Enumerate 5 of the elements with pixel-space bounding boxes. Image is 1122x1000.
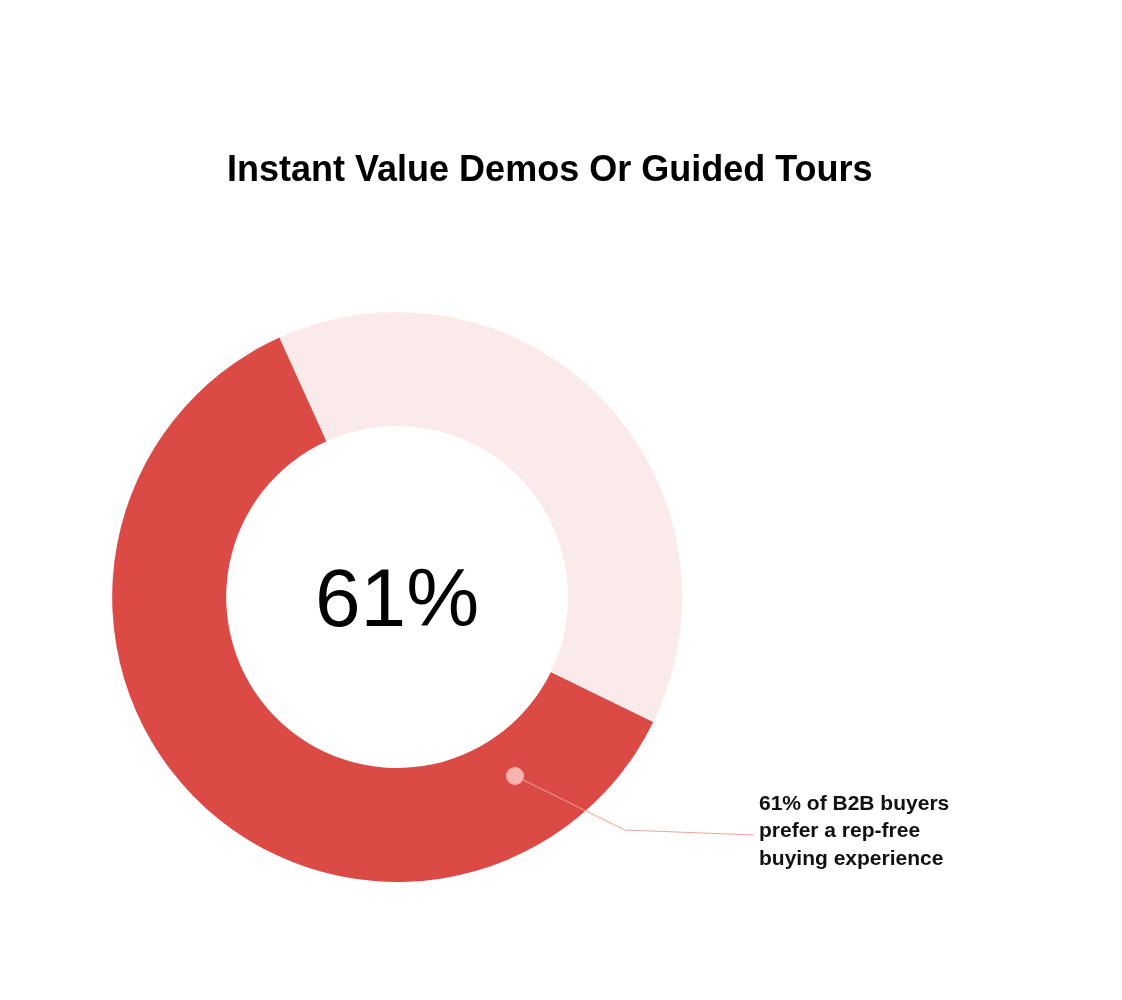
- chart-title: Instant Value Demos Or Guided Tours: [227, 147, 873, 189]
- donut-slice: [279, 312, 682, 722]
- text: 61%: [315, 552, 480, 643]
- text: 61% of B2B buyers prefer a rep-free buying experience: [759, 791, 950, 869]
- donut-slice: [112, 337, 654, 882]
